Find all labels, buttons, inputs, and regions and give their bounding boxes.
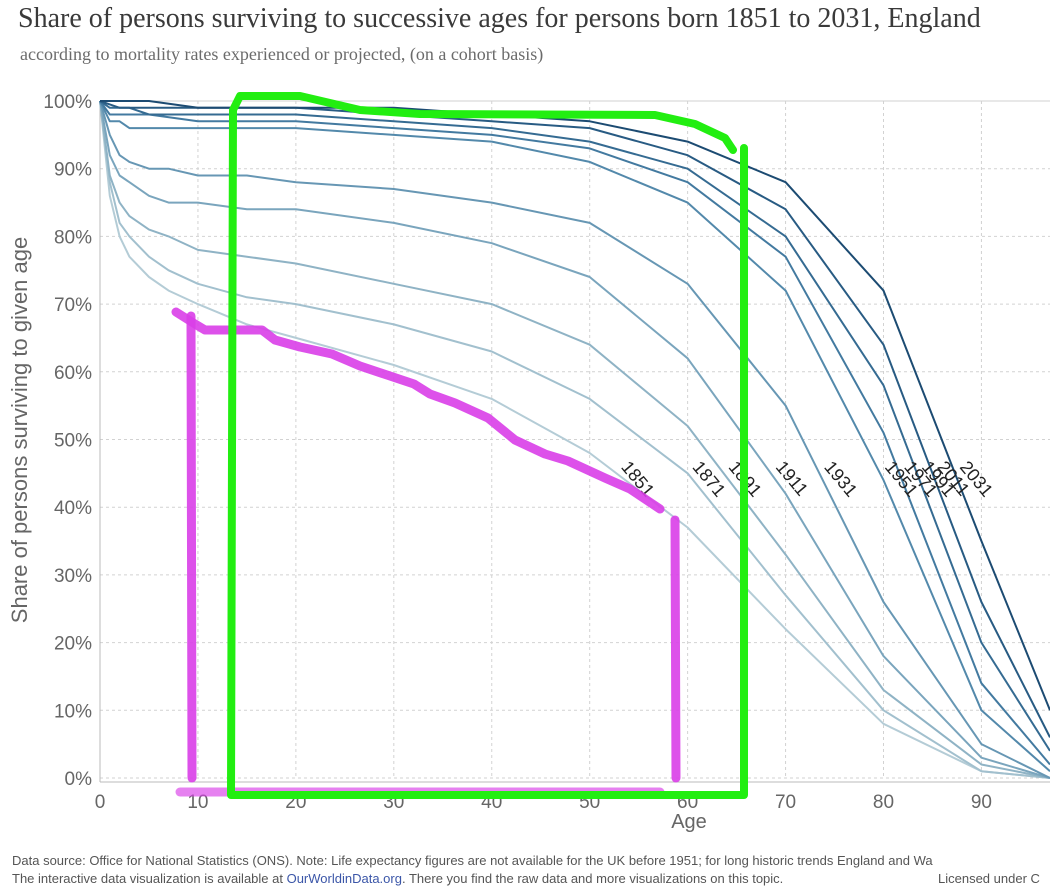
footer: Data source: Office for National Statist… [12,852,1040,888]
x-tick-label: 90 [971,792,992,813]
series-line-2031 [100,100,1050,711]
footer-visualization-note: The interactive data visualization is av… [12,870,933,888]
magenta-highlight-right-bar [670,515,681,783]
magenta-highlight-curve [171,307,665,514]
license-text[interactable]: Licensed under C [938,871,1040,886]
series-label-1931: 1931 [820,457,861,501]
x-tick-label: 0 [95,792,106,813]
x-tick-label: 70 [775,792,796,813]
series-lines [99,100,1050,779]
y-tick-label: 50% [54,431,92,452]
chart-subtitle: according to mortality rates experienced… [20,44,544,64]
y-tick-label: 0% [65,769,93,790]
series-line-1931 [99,100,1050,779]
grid [100,100,1050,779]
owid-link[interactable]: OurWorldinData.org [286,871,402,886]
series-line-1851 [99,100,1050,779]
y-tick-label: 100% [43,92,92,113]
footer-source: Data source: Office for National Statist… [12,853,933,868]
series-line-1971 [99,100,1050,766]
series-line-1891 [99,100,1050,779]
chart-title: Share of persons surviving to successive… [18,3,981,34]
series-line-1991 [99,100,1050,752]
series-line-1871 [99,100,1050,779]
footer-suffix: . There you find the raw data and more v… [401,871,784,886]
series-label-1871: 1871 [689,457,730,501]
series-line-1911 [99,100,1050,779]
y-tick-label: 40% [54,498,92,519]
y-tick-label: 30% [54,566,92,587]
annotations [171,92,748,799]
survival-line-chart: Age Share of persons surviving to given … [7,92,1050,833]
footer-prefix: The interactive data visualization is av… [12,871,287,886]
series-line-2011 [99,100,1050,738]
y-tick-label: 90% [54,160,92,181]
y-tick-label: 20% [54,634,92,655]
magenta-highlight-left-bar [186,311,197,783]
y-tick-label: 60% [54,363,92,384]
y-tick-label: 10% [54,701,92,722]
x-tick-label: 80 [873,792,894,813]
series-line-1951 [99,100,1050,772]
green-highlight-box [227,92,748,799]
axes: Age Share of persons surviving to given … [7,92,1050,833]
y-tick-label: 80% [54,227,92,248]
x-tick-label: 10 [187,792,208,813]
y-axis-title: Share of persons surviving to given age [7,237,32,623]
y-tick-label: 70% [54,295,92,316]
series-label-1911: 1911 [772,457,812,500]
x-axis-title: Age [671,811,707,833]
